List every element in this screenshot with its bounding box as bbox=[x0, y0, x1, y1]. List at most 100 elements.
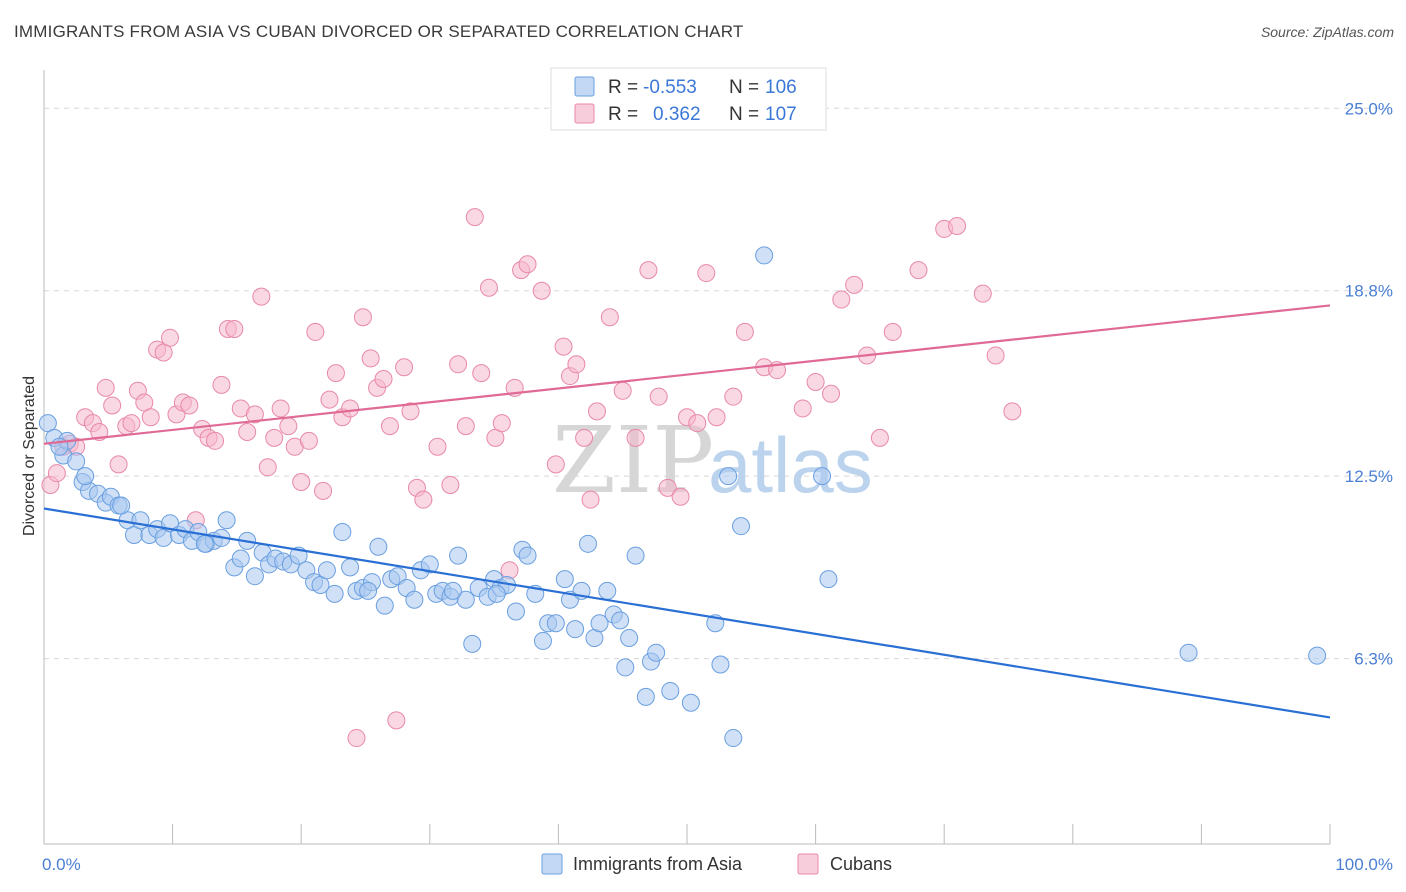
chart-title: IMMIGRANTS FROM ASIA VS CUBAN DIVORCED O… bbox=[14, 22, 744, 41]
asia-point bbox=[217, 511, 236, 530]
asia-point bbox=[724, 729, 743, 748]
asia-point bbox=[420, 555, 439, 574]
cuban-point bbox=[414, 490, 433, 509]
cuban-point bbox=[122, 414, 141, 433]
cuban-point bbox=[245, 405, 264, 424]
cuban-point bbox=[374, 370, 393, 389]
cuban-point bbox=[258, 458, 277, 477]
cuban-point bbox=[973, 284, 992, 303]
cuban-point bbox=[671, 487, 690, 506]
asia-point bbox=[546, 614, 565, 633]
asia-trend-line bbox=[43, 507, 1331, 719]
asia-point bbox=[611, 611, 630, 630]
cuban-point bbox=[688, 414, 707, 433]
asia-point bbox=[231, 549, 250, 568]
cuban-point bbox=[47, 464, 66, 483]
cuban-point bbox=[252, 287, 271, 306]
asia-point bbox=[518, 546, 537, 565]
asia-point bbox=[813, 467, 832, 486]
asia-point bbox=[598, 581, 617, 600]
cuban-point bbox=[361, 349, 380, 368]
asia-point bbox=[578, 534, 597, 553]
asia-point bbox=[449, 546, 468, 565]
cuban-point bbox=[441, 475, 460, 494]
legend-n-label-asia: N = bbox=[729, 77, 759, 98]
cuban-point bbox=[1003, 402, 1022, 421]
cuban-point bbox=[479, 278, 498, 297]
cuban-point bbox=[292, 473, 311, 492]
asia-point bbox=[317, 561, 336, 580]
cuban-point bbox=[103, 396, 122, 415]
cuban-point bbox=[225, 319, 244, 338]
cuban-point bbox=[832, 290, 851, 309]
cuban-point bbox=[639, 261, 658, 280]
cuban-point bbox=[735, 322, 754, 341]
asia-point bbox=[1179, 643, 1198, 662]
cuban-point bbox=[395, 358, 414, 377]
asia-point bbox=[375, 596, 394, 615]
asia-point bbox=[636, 687, 655, 706]
cuban-point bbox=[626, 428, 645, 447]
cuban-point bbox=[353, 308, 372, 327]
cuban-point bbox=[96, 378, 115, 397]
asia-point bbox=[755, 246, 774, 265]
cuban-point bbox=[575, 428, 594, 447]
legend-n-value-asia: 106 bbox=[765, 77, 797, 98]
x-axis-tick-labels: 0.0% 100.0% bbox=[42, 855, 1393, 874]
legend-n-label-cuban: N = bbox=[729, 104, 759, 125]
chart-source: Source: ZipAtlas.com bbox=[1260, 24, 1394, 40]
cuban-point bbox=[613, 381, 632, 400]
cuban-point bbox=[320, 390, 339, 409]
asia-point bbox=[487, 584, 506, 603]
asia-point bbox=[590, 614, 609, 633]
x-tick-label-max: 100.0% bbox=[1335, 855, 1393, 874]
legend-r-label-asia: R = bbox=[608, 77, 638, 98]
cuban-point bbox=[387, 711, 406, 730]
asia-point bbox=[819, 570, 838, 589]
cuban-point bbox=[456, 417, 475, 436]
asia-point bbox=[325, 584, 344, 603]
asia-point bbox=[620, 628, 639, 647]
legend-swatch-cuban-bottom bbox=[797, 853, 819, 875]
cuban-point bbox=[465, 208, 484, 227]
asia-point bbox=[566, 620, 585, 639]
cuban-point bbox=[271, 399, 290, 418]
cuban-point bbox=[238, 422, 257, 441]
cuban-point bbox=[587, 402, 606, 421]
cuban-points bbox=[41, 208, 1022, 748]
cuban-point bbox=[724, 387, 743, 406]
asia-point bbox=[359, 581, 378, 600]
asia-point bbox=[1308, 646, 1327, 665]
zipatlas-watermark: ZIP atlas bbox=[552, 407, 873, 514]
cuban-point bbox=[380, 417, 399, 436]
cuban-point bbox=[161, 328, 180, 347]
asia-point bbox=[245, 567, 264, 586]
asia-point bbox=[661, 681, 680, 700]
asia-point bbox=[711, 655, 730, 674]
cuban-point bbox=[883, 322, 902, 341]
cuban-point bbox=[567, 355, 586, 374]
asia-point bbox=[533, 631, 552, 650]
cuban-point bbox=[649, 387, 668, 406]
legend-label-asia: Immigrants from Asia bbox=[573, 854, 743, 874]
asia-point bbox=[681, 693, 700, 712]
cuban-trend-line bbox=[43, 304, 1331, 445]
legend-n-value-cuban: 107 bbox=[765, 104, 797, 125]
cuban-point bbox=[401, 402, 420, 421]
cuban-point bbox=[279, 417, 298, 436]
asia-point bbox=[732, 517, 751, 536]
asia-point bbox=[616, 658, 635, 677]
cuban-point bbox=[492, 414, 511, 433]
asia-point bbox=[555, 570, 574, 589]
asia-point bbox=[506, 602, 525, 621]
cuban-point bbox=[428, 437, 447, 456]
cuban-point bbox=[870, 428, 889, 447]
y-tick-label: 12.5% bbox=[1345, 467, 1393, 486]
asia-point bbox=[463, 634, 482, 653]
cuban-point bbox=[532, 281, 551, 300]
cuban-point bbox=[707, 408, 726, 427]
legend-label-cuban: Cubans bbox=[830, 854, 892, 874]
series-legend: Immigrants from Asia Cubans bbox=[541, 853, 892, 875]
cuban-point bbox=[822, 384, 841, 403]
